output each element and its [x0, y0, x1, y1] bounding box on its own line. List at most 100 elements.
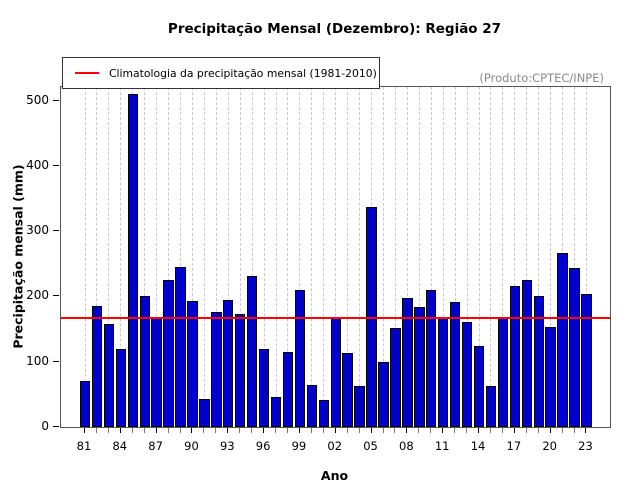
- x-tick: [501, 428, 503, 433]
- x-tick: [549, 428, 551, 433]
- gridline: [585, 87, 587, 427]
- x-tick-label-23: 23: [578, 439, 593, 453]
- bar-04: [354, 386, 365, 427]
- x-tick: [167, 428, 169, 433]
- x-tick-label-81: 81: [76, 439, 92, 453]
- gridline: [466, 87, 468, 427]
- bar-08: [402, 298, 413, 427]
- x-tick: [358, 428, 360, 433]
- bar-18: [521, 280, 532, 427]
- gridline: [239, 87, 241, 427]
- gridline: [359, 87, 361, 427]
- bar-13: [461, 322, 473, 427]
- gridline: [156, 87, 158, 427]
- bar-03: [342, 353, 353, 427]
- bar-16: [497, 318, 509, 427]
- x-tick: [406, 428, 408, 433]
- bar-87: [151, 317, 162, 427]
- x-tick: [203, 428, 205, 433]
- gridline: [430, 87, 432, 427]
- y-tick-label-400: 400: [26, 158, 49, 172]
- x-tick: [131, 428, 133, 433]
- x-tick: [191, 428, 193, 433]
- gridline: [287, 87, 289, 427]
- x-tick: [251, 428, 253, 433]
- x-tick: [179, 428, 181, 433]
- bar-02: [330, 317, 341, 427]
- x-tick-label-93: 93: [219, 439, 235, 453]
- gridline: [454, 87, 456, 427]
- x-tick-label-02: 02: [327, 439, 343, 453]
- gridline: [347, 87, 349, 427]
- y-tick: [53, 100, 59, 101]
- x-tick: [382, 428, 384, 433]
- bar-11: [438, 318, 449, 427]
- x-tick: [107, 428, 109, 433]
- x-tick: [346, 428, 348, 433]
- gridline: [478, 87, 480, 427]
- bar-99: [294, 290, 306, 427]
- x-tick: [334, 428, 336, 433]
- bar-81: [79, 381, 91, 427]
- y-tick-label-0: 0: [41, 419, 49, 433]
- gridline: [490, 87, 492, 427]
- x-tick: [466, 428, 468, 433]
- bar-17: [509, 286, 521, 427]
- bar-12: [449, 302, 461, 427]
- gridline: [120, 87, 122, 427]
- x-tick: [370, 428, 372, 433]
- x-tick: [442, 428, 444, 433]
- climatology-line-swatch: [75, 72, 99, 74]
- gridline: [538, 87, 540, 427]
- gridline: [108, 87, 110, 427]
- x-tick-label-08: 08: [399, 439, 414, 453]
- x-tick: [310, 428, 312, 433]
- x-tick: [513, 428, 515, 433]
- bar-98: [282, 352, 294, 427]
- legend-label: Climatologia da precipitação mensal (198…: [109, 66, 377, 80]
- x-tick-label-87: 87: [148, 439, 163, 453]
- gridline: [96, 87, 98, 427]
- gridline: [550, 87, 552, 427]
- x-tick: [489, 428, 491, 433]
- gridline: [299, 87, 301, 427]
- x-tick: [525, 428, 527, 433]
- y-tick: [53, 230, 59, 231]
- gridline: [311, 87, 313, 427]
- x-tick: [537, 428, 539, 433]
- legend: Climatologia da precipitação mensal (198…: [62, 57, 380, 89]
- gridline: [84, 87, 86, 427]
- bar-86: [139, 296, 150, 427]
- x-tick-label-96: 96: [255, 439, 271, 453]
- gridline: [406, 87, 408, 427]
- chart-title: Precipitação Mensal (Dezembro): Região 2…: [167, 21, 502, 37]
- gridline: [442, 87, 444, 427]
- bar-15: [485, 386, 497, 427]
- x-tick: [561, 428, 563, 433]
- x-tick-label-99: 99: [291, 439, 307, 453]
- bar-05: [366, 207, 377, 427]
- bar-22: [569, 268, 580, 427]
- gridline: [514, 87, 516, 427]
- bar-92: [211, 312, 222, 427]
- bar-83: [103, 324, 115, 427]
- gridline: [263, 87, 265, 427]
- x-tick: [263, 428, 265, 433]
- x-tick: [215, 428, 217, 433]
- x-tick-label-05: 05: [363, 439, 378, 453]
- gridline: [168, 87, 170, 427]
- gridline: [227, 87, 229, 427]
- bar-91: [199, 399, 210, 427]
- bar-89: [175, 267, 186, 427]
- bar-00: [306, 385, 318, 427]
- gridline: [335, 87, 337, 427]
- gridline: [418, 87, 420, 427]
- bar-84: [115, 349, 126, 427]
- bar-14: [473, 346, 485, 427]
- bar-19: [533, 296, 544, 427]
- bar-95: [246, 276, 258, 427]
- bar-93: [223, 300, 234, 427]
- x-tick: [478, 428, 480, 433]
- bar-21: [557, 253, 568, 427]
- gridline: [383, 87, 384, 427]
